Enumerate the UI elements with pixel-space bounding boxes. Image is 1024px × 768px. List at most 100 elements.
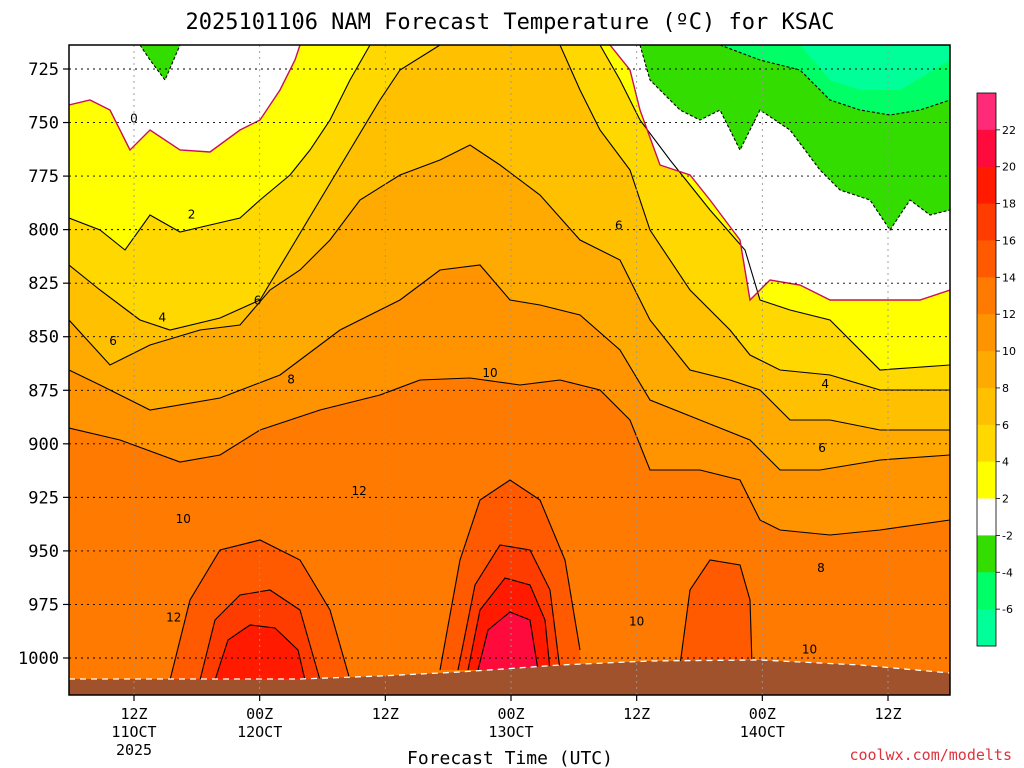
band-neg6 <box>800 45 950 90</box>
contour-10 <box>69 264 950 471</box>
colorbar-label: 2 <box>1002 493 1009 506</box>
contour-label: 10 <box>802 642 817 656</box>
x-tick-label: 12OCT <box>237 723 282 741</box>
gridlines <box>69 45 950 695</box>
y-tick-label: 825 <box>28 274 59 294</box>
colorbar-swatch <box>977 240 996 278</box>
y-tick-label: 750 <box>28 114 59 134</box>
credit-text: coolwx.com/modelts <box>849 746 1012 764</box>
plot-border <box>68 44 951 696</box>
contour-label: 4 <box>158 310 166 324</box>
contour-core2b <box>457 544 561 671</box>
contour-labels: 0 2 4 6 6 8 10 12 10 12 6 10 4 6 8 10 <box>109 111 829 656</box>
y-axis: 725 750 775 800 825 850 875 900 925 950 975 1000 <box>18 60 69 669</box>
y-tick-label: 1000 <box>18 649 59 669</box>
colorbar-swatch <box>977 129 996 168</box>
contour-zero <box>69 45 950 302</box>
contour-label: 10 <box>482 366 497 380</box>
colorbar: 22 20 18 16 14 12 10 8 6 4 2 -2 -4 -6 <box>976 92 1016 647</box>
y-tick-label: 875 <box>28 381 59 401</box>
colorbar-swatch <box>977 351 996 389</box>
contour-core1b <box>199 589 321 681</box>
contour-core3 <box>679 559 753 666</box>
core-day3-12 <box>680 560 752 665</box>
contour-label: 12 <box>352 484 367 498</box>
colorbar-label: 8 <box>1002 382 1009 395</box>
contour-neg2 <box>639 45 950 231</box>
colorbar-swatch <box>977 609 996 647</box>
colorbar-label: 20 <box>1002 161 1016 174</box>
contour-8 <box>69 144 950 431</box>
contour-neg2-left <box>110 45 181 82</box>
contour-label: 6 <box>109 334 117 348</box>
x-tick-label: 00Z <box>246 705 273 723</box>
x-tick-label: 00Z <box>749 705 776 723</box>
contour-label: 2 <box>188 208 196 222</box>
colorbar-label: -2 <box>1002 529 1013 542</box>
contour-label: 6 <box>615 218 623 232</box>
x-tick-label: 13OCT <box>488 723 533 741</box>
x-tick-label: 12Z <box>623 705 650 723</box>
contour-core2a <box>439 479 581 671</box>
contour-core1a <box>169 539 351 681</box>
contour-core1c <box>214 624 306 681</box>
colorbar-label: 22 <box>1002 124 1016 137</box>
colorbar-swatch <box>977 535 996 573</box>
colorbar-swatch <box>977 166 996 205</box>
contour-neg4 <box>719 45 950 116</box>
contour-label: 10 <box>176 512 191 526</box>
band-neg2-0-left <box>110 45 180 80</box>
colorbar-swatch <box>977 93 996 131</box>
colorbar-swatch <box>977 498 996 536</box>
plot-area: 0 2 4 6 6 8 10 12 10 12 6 10 4 6 8 10 <box>69 45 950 695</box>
y-tick-label: 975 <box>28 595 59 615</box>
colorbar-label: 12 <box>1002 308 1016 321</box>
contour-label: 12 <box>166 610 181 624</box>
contour-12 <box>69 377 950 536</box>
contour-4 <box>69 45 950 371</box>
x-tick-label: 12Z <box>874 705 901 723</box>
colorbar-swatch <box>977 424 996 463</box>
colorbar-swatch <box>977 387 996 426</box>
colorbar-swatch <box>977 461 996 500</box>
y-tick-label: 850 <box>28 328 59 348</box>
y-tick-label: 950 <box>28 542 59 562</box>
colorbar-label: 18 <box>1002 198 1016 211</box>
x-axis-title: Forecast Time (UTC) <box>407 748 613 768</box>
contour-label: 6 <box>254 293 262 307</box>
contour-label: 8 <box>817 561 825 575</box>
y-tick-label: 900 <box>28 435 59 455</box>
contour-core2d <box>477 611 539 671</box>
colorbar-label: -4 <box>1002 566 1013 579</box>
x-tick-label: 11OCT <box>111 723 156 741</box>
colorbar-label: 16 <box>1002 234 1016 247</box>
colorbar-swatch <box>977 314 996 352</box>
chart-title: 2025101106 NAM Forecast Temperature (ºC)… <box>185 10 834 35</box>
colorbar-swatch <box>977 277 996 315</box>
y-tick-label: 925 <box>28 488 59 508</box>
contour-label: 6 <box>818 441 826 455</box>
x-tick-label: 00Z <box>497 705 524 723</box>
contour-label: 4 <box>821 377 829 391</box>
colorbar-label: -6 <box>1002 603 1013 616</box>
surface-edge <box>69 659 950 680</box>
contour-label: 8 <box>287 373 295 387</box>
colorbar-label: 4 <box>1002 456 1009 469</box>
colorbar-swatch <box>977 203 996 241</box>
colorbar-border <box>976 92 997 647</box>
surface-ground <box>69 660 950 695</box>
contour-6 <box>69 45 950 391</box>
colorbar-label: 6 <box>1002 419 1009 432</box>
colorbar-label: 10 <box>1002 345 1016 358</box>
x-tick-label: 14OCT <box>740 723 785 741</box>
y-tick-label: 800 <box>28 221 59 241</box>
colorbar-label: 14 <box>1002 271 1016 284</box>
y-tick-label: 725 <box>28 60 59 80</box>
x-tick-label: 12Z <box>372 705 399 723</box>
x-tick-label: 12Z <box>120 705 147 723</box>
contour-lines <box>69 45 950 681</box>
contour-core2c <box>467 577 551 671</box>
colorbar-swatch <box>977 572 996 610</box>
